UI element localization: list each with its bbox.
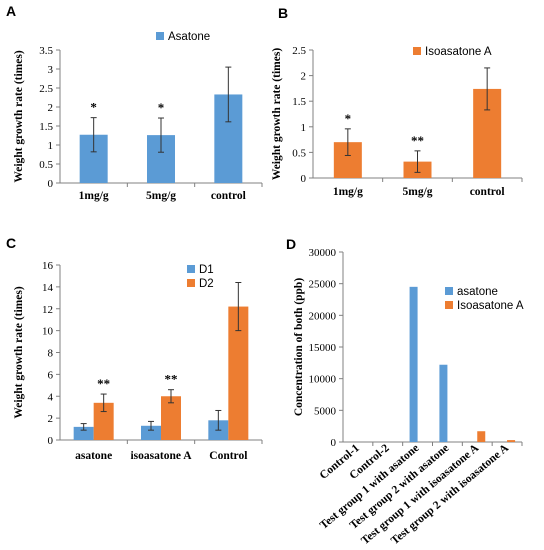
panel-c-letter: C bbox=[6, 235, 16, 251]
panel-a-x-tick-label: 1mg/g bbox=[79, 190, 109, 202]
panel-d-legend-label: Isoasatone A bbox=[457, 300, 524, 312]
panel-d-y-tick-label: 10000 bbox=[309, 374, 337, 386]
panel-a-y-tick-label: 1.5 bbox=[39, 121, 53, 133]
panel-d-bar bbox=[439, 364, 448, 442]
panel-d-legend-label: asatone bbox=[457, 286, 498, 298]
panel-c-y-tick-label: 10 bbox=[42, 326, 54, 338]
panel-a-y-tick-label: 2.5 bbox=[39, 83, 53, 95]
panel-c-y-tick-label: 12 bbox=[42, 304, 53, 316]
panel-a-y-axis-label: Weight growth rate (times) bbox=[13, 50, 25, 182]
panel-c-bar bbox=[73, 426, 94, 440]
panel-b-y-tick-label: 0.5 bbox=[292, 147, 306, 159]
panel-c-legend-swatch bbox=[187, 265, 195, 273]
panel-d-letter: D bbox=[286, 236, 296, 252]
panel-c-y-tick-label: 2 bbox=[48, 413, 54, 425]
panel-a-y-tick-label: 3 bbox=[48, 64, 54, 76]
panel-d-bar bbox=[409, 286, 418, 442]
panel-b-y-axis-label: Weight growth rate (times) bbox=[271, 48, 283, 180]
panel-c-y-tick-label: 8 bbox=[48, 348, 54, 360]
panel-a-x-tick-label: 5mg/g bbox=[146, 190, 176, 202]
panel-d-y-tick-label: 25000 bbox=[309, 279, 337, 291]
panel-c-significance-mark: ** bbox=[97, 376, 110, 391]
panel-c-bar bbox=[93, 402, 114, 440]
panel-b-significance-mark: * bbox=[345, 111, 352, 126]
panel-c-x-tick-label: asatone bbox=[75, 450, 112, 462]
panel-b-y-tick-label: 1.5 bbox=[292, 96, 306, 108]
panel-a-y-tick-label: 2 bbox=[48, 102, 54, 114]
panel-c-y-axis-label: Weight growth rate (times) bbox=[13, 286, 25, 418]
panel-d-y-tick-label: 30000 bbox=[309, 247, 337, 259]
panel-d-y-tick-label: 0 bbox=[331, 437, 337, 449]
panel-a-y-tick-label: 1 bbox=[48, 140, 54, 152]
panel-c-x-tick-label: Control bbox=[209, 450, 247, 462]
panel-d-legend-swatch bbox=[445, 301, 453, 309]
panel-a-letter: A bbox=[6, 3, 16, 19]
panel-b-x-tick-label: control bbox=[470, 186, 505, 198]
panel-d-y-tick-label: 20000 bbox=[309, 310, 337, 322]
panel-b-x-tick-label: 5mg/g bbox=[402, 186, 432, 198]
panel-c-legend-label: D1 bbox=[199, 264, 214, 276]
panel-b-letter: B bbox=[278, 5, 288, 21]
panel-c-x-tick-label: isoasatone A bbox=[130, 450, 192, 462]
panel-a-significance-mark: * bbox=[90, 100, 97, 115]
panel-c-y-tick-label: 16 bbox=[42, 260, 54, 272]
panel-b-y-tick-label: 2.5 bbox=[292, 45, 306, 57]
panel-a-significance-mark: * bbox=[158, 100, 165, 115]
panel-a-y-tick-label: 3.5 bbox=[39, 45, 53, 57]
panel-a-y-tick-label: 0 bbox=[48, 178, 54, 190]
panel-d-y-tick-label: 5000 bbox=[314, 405, 337, 417]
panel-d-y-axis-label: Concentration of both (ppb) bbox=[293, 278, 305, 417]
panel-c-legend-label: D2 bbox=[199, 278, 214, 290]
panel-b-legend-swatch bbox=[413, 47, 421, 55]
panel-b-y-tick-label: 1 bbox=[301, 122, 307, 134]
panel-c-y-tick-label: 4 bbox=[48, 391, 54, 403]
panel-a-legend-swatch bbox=[156, 32, 164, 40]
panel-c-bar bbox=[228, 306, 249, 440]
panel-c-bar bbox=[141, 425, 161, 440]
panel-c-y-tick-label: 6 bbox=[48, 369, 54, 381]
panel-a-y-tick-label: 0.5 bbox=[39, 159, 53, 171]
panel-b-legend-label: Isoasatone A bbox=[425, 46, 492, 58]
panel-b-x-tick-label: 1mg/g bbox=[333, 186, 363, 198]
panel-b-y-tick-label: 2 bbox=[301, 71, 307, 83]
panel-b-significance-mark: ** bbox=[411, 133, 424, 148]
panel-a-legend-label: Asatone bbox=[168, 31, 210, 43]
panel-c-legend-swatch bbox=[187, 279, 195, 287]
panel-d-legend-swatch bbox=[445, 287, 453, 295]
panel-b-y-tick-label: 0 bbox=[301, 173, 307, 185]
panel-d-bar bbox=[507, 440, 516, 442]
panel-a-x-tick-label: control bbox=[211, 190, 246, 202]
panel-c-significance-mark: ** bbox=[165, 372, 178, 387]
panel-c-y-tick-label: 0 bbox=[48, 435, 54, 447]
panel-d-bar bbox=[477, 431, 486, 442]
panel-c-bar bbox=[161, 396, 181, 440]
panel-d-y-tick-label: 15000 bbox=[309, 342, 337, 354]
panel-c-y-tick-label: 14 bbox=[42, 282, 54, 294]
